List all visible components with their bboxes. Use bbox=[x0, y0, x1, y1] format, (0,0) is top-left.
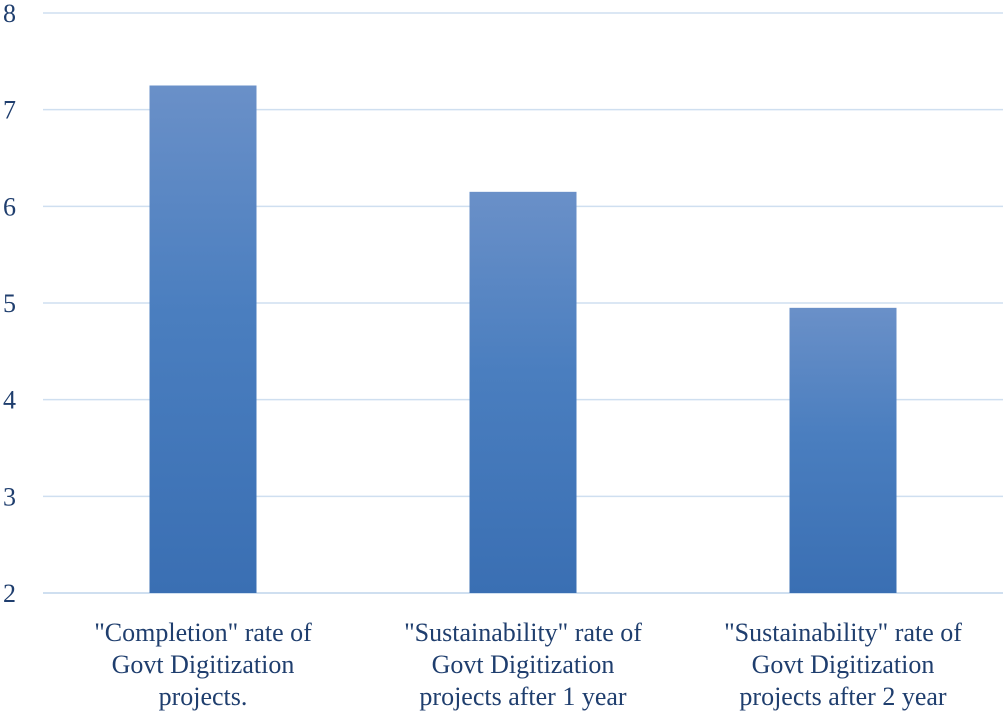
y-tick-label: 7 bbox=[3, 96, 16, 125]
y-tick-label: 5 bbox=[3, 289, 16, 318]
y-axis-tick-labels: 2 3 4 5 6 7 8 bbox=[3, 0, 16, 608]
x-category-label-line: Govt Digitization bbox=[112, 650, 295, 679]
bars bbox=[149, 85, 897, 594]
x-category-label-line: "Completion" rate of bbox=[94, 618, 312, 647]
y-tick-label: 3 bbox=[3, 482, 16, 511]
y-tick-label: 6 bbox=[3, 192, 16, 221]
bar-1 bbox=[149, 85, 257, 593]
y-tick-label: 4 bbox=[3, 386, 16, 415]
x-category-label-line: projects. bbox=[159, 682, 248, 711]
x-category-label: "Sustainability" rate of Govt Digitizatio… bbox=[724, 618, 962, 711]
x-category-label-line: Govt Digitization bbox=[432, 650, 615, 679]
bar-3 bbox=[789, 307, 897, 593]
x-category-label-line: projects after 2 year bbox=[739, 682, 947, 711]
y-tick-label: 8 bbox=[3, 0, 16, 28]
y-tick-label: 2 bbox=[3, 579, 16, 608]
bar-2 bbox=[469, 191, 577, 594]
x-category-label-line: "Sustainability" rate of bbox=[724, 618, 962, 647]
x-category-label: "Completion" rate of Govt Digitization pro… bbox=[94, 618, 312, 711]
x-category-label: "Sustainability" rate of Govt Digitizatio… bbox=[404, 618, 642, 711]
x-category-label-line: Govt Digitization bbox=[752, 650, 935, 679]
x-category-label-line: "Sustainability" rate of bbox=[404, 618, 642, 647]
x-category-label-line: projects after 1 year bbox=[419, 682, 627, 711]
x-axis-category-labels: "Completion" rate of Govt Digitization pro… bbox=[94, 618, 962, 711]
